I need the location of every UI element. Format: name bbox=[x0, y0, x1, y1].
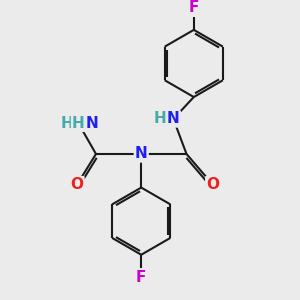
Text: O: O bbox=[70, 177, 83, 192]
Text: H: H bbox=[72, 116, 85, 131]
Text: H: H bbox=[61, 116, 74, 131]
Text: N: N bbox=[167, 111, 180, 126]
Text: O: O bbox=[206, 177, 219, 192]
Text: N: N bbox=[135, 146, 148, 161]
Text: H: H bbox=[154, 111, 167, 126]
Text: N: N bbox=[85, 116, 98, 131]
Text: F: F bbox=[189, 0, 199, 15]
Text: F: F bbox=[136, 270, 146, 285]
